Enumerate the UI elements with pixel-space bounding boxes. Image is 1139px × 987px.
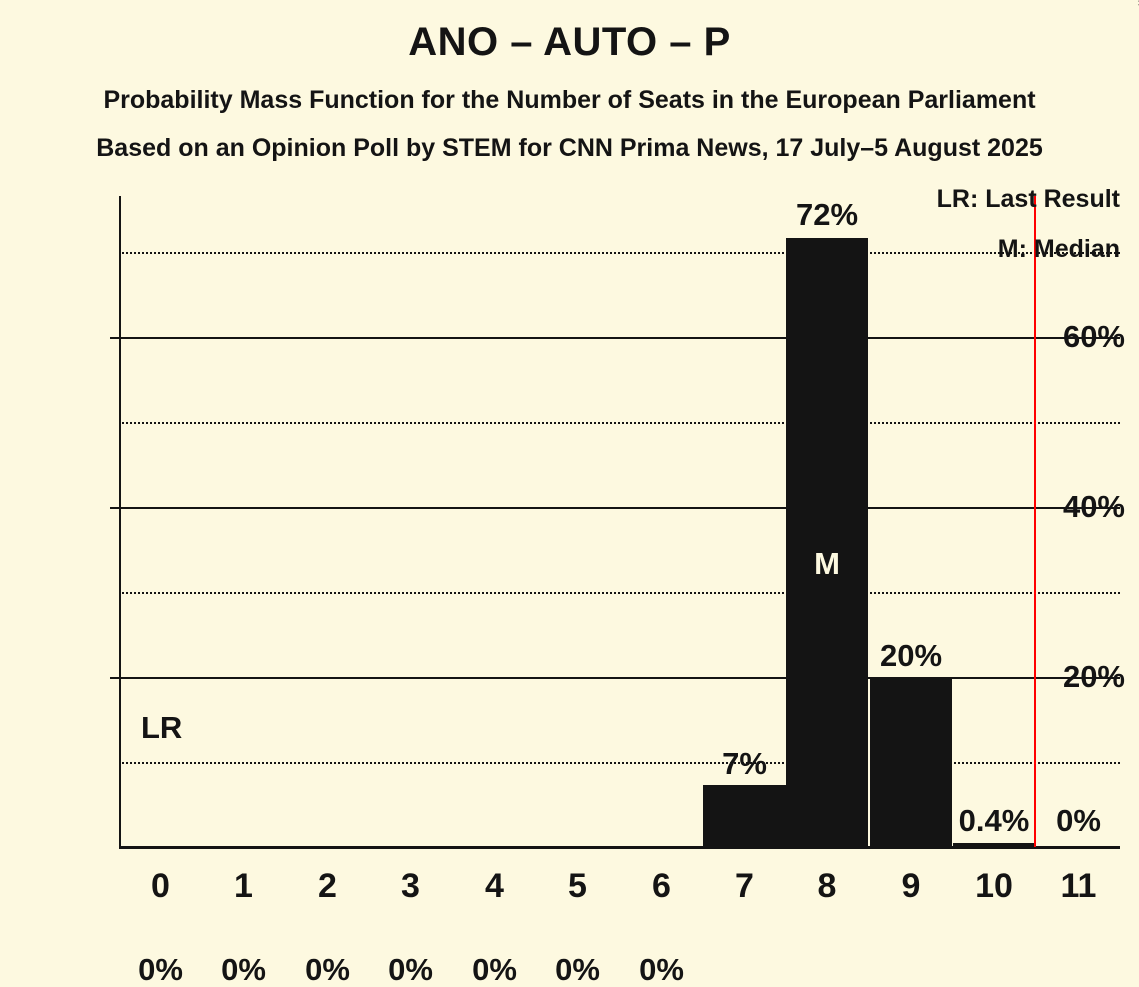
y-tick-60 [110,337,119,339]
copyright-notice: © 2025 Filip van Laenen [1135,0,1139,6]
last-result-line [1034,196,1036,847]
bar-8[interactable]: M [786,238,868,847]
y-tick-label: 20% [1062,659,1125,694]
bar-value-label-3: 0% [388,952,433,987]
bar-value-label-6: 0% [639,952,684,987]
y-axis-line [119,196,121,847]
bar-value-label-11: 0% [1056,803,1101,838]
legend-last-result: LR: Last Result [936,185,1120,213]
gridline-40 [119,507,1120,509]
bar-10[interactable] [953,843,1035,847]
x-tick-label-2: 2 [318,867,337,905]
gridline-30 [119,592,1120,594]
bar-value-label-4: 0% [472,952,517,987]
x-axis-line [119,846,1120,849]
bar-value-label-2: 0% [305,952,350,987]
bar-value-label-8: 72% [795,197,859,232]
bar-value-label-0: 0% [138,952,183,987]
gridline-60 [119,337,1120,339]
x-tick-label-3: 3 [401,867,420,905]
last-result-marker-label: LR [141,710,183,745]
y-tick-label: 40% [1062,489,1125,524]
gridline-10 [119,762,1120,764]
chart-source-line: Based on an Opinion Poll by STEM for CNN… [96,134,1043,162]
x-tick-label-11: 11 [1060,867,1097,905]
gridline-70 [119,252,1120,254]
x-tick-label-1: 1 [234,867,253,905]
page-title: ANO – AUTO – P [408,20,731,64]
y-tick-20 [110,677,119,679]
chart-header: ANO – AUTO – P Probability Mass Function… [0,0,1139,180]
bar-7[interactable] [703,785,786,847]
y-tick-label: 60% [1062,319,1125,354]
bar-9[interactable] [870,677,952,847]
chart-subtitle: Probability Mass Function for the Number… [103,86,1036,114]
x-tick-label-5: 5 [568,867,587,905]
bar-value-label-10: 0.4% [958,803,1030,838]
bar-value-label-7: 7% [722,746,767,781]
x-tick-label-0: 0 [151,867,170,905]
gridline-20 [119,677,1120,679]
x-tick-label-9: 9 [901,867,921,905]
gridline-50 [119,422,1120,424]
plot-area: LR 0% 0% 0% 0% 0% 0% 0% 7% M 72% 20% 0.4… [110,196,1120,985]
x-tick-label-7: 7 [735,867,754,905]
x-tick-label-6: 6 [652,867,671,905]
bar-value-label-1: 0% [221,952,266,987]
x-tick-label-4: 4 [485,867,504,905]
legend-median: M: Median [997,235,1120,263]
x-axis-labels: 0 1 2 3 4 5 6 7 8 9 10 11 [119,855,1120,915]
y-tick-40 [110,507,119,509]
bar-value-label-5: 0% [555,952,600,987]
x-tick-label-10: 10 [975,867,1013,905]
median-marker-label: M [814,546,840,581]
x-tick-label-8: 8 [817,867,837,905]
bar-value-label-9: 20% [879,638,943,673]
